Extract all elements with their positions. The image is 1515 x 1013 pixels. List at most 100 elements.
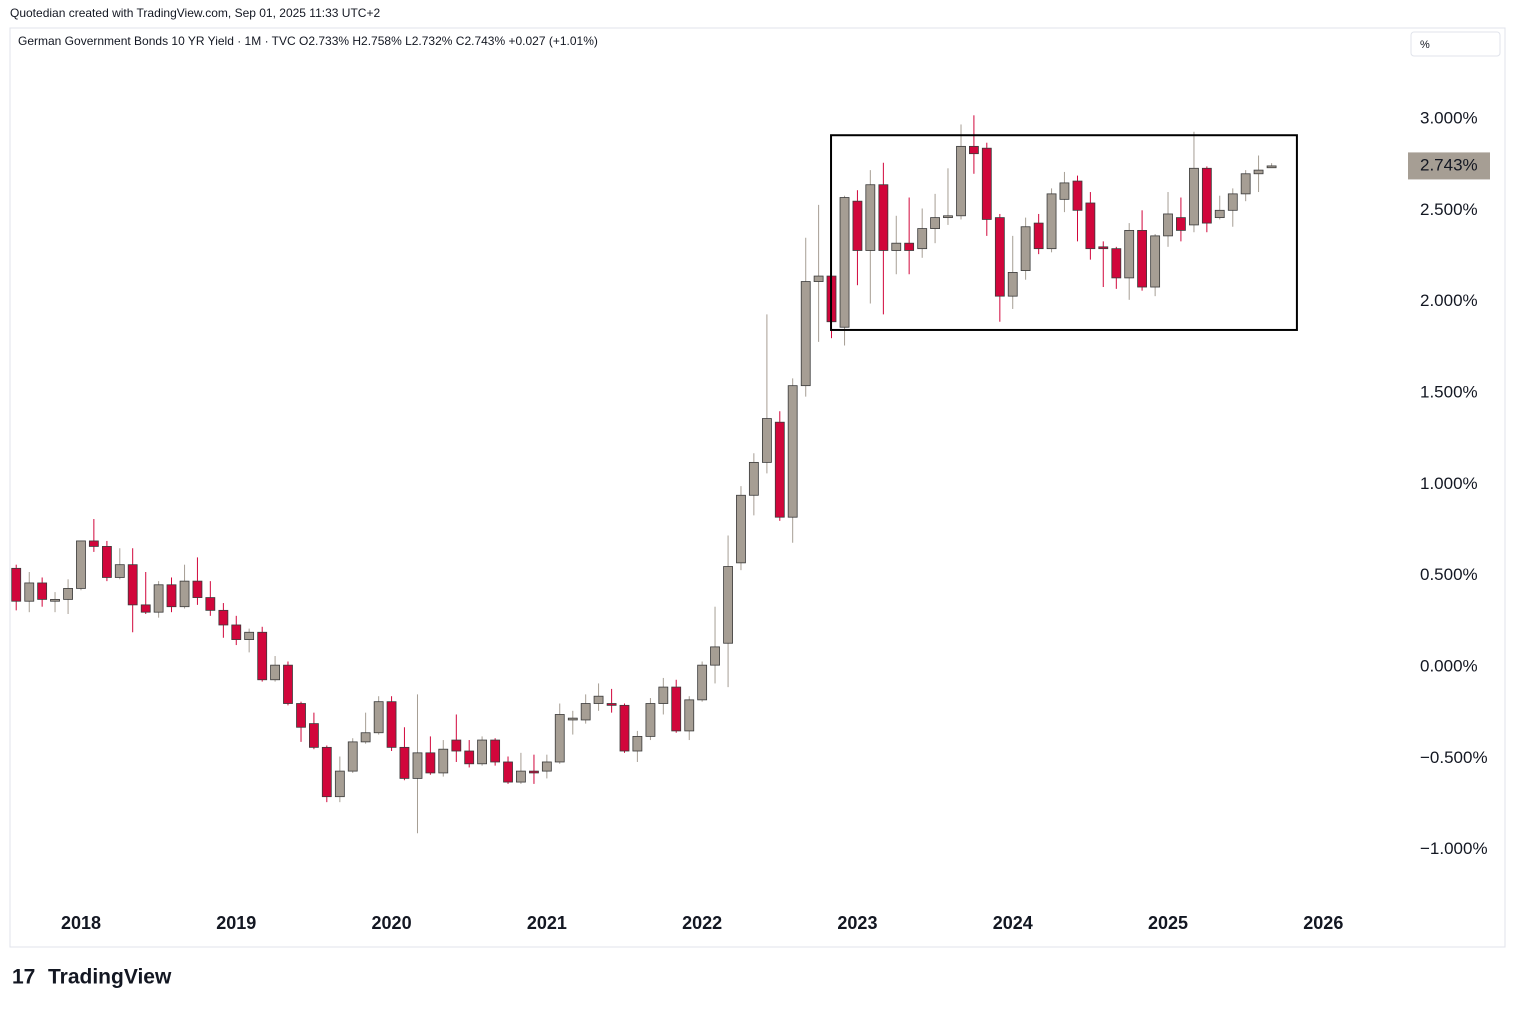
y-tick-label: 3.000% [1420,108,1478,127]
candle-body [386,701,397,748]
candle-body [580,703,591,721]
candle-body [943,215,953,219]
candle-body [1046,193,1057,250]
header: Quotedian created with TradingView.com, … [10,6,380,20]
x-tick-label: 2022 [682,913,722,933]
x-tick-label: 2021 [527,913,567,933]
candle-body [451,739,462,752]
candle-body [1163,213,1173,237]
candle-body [852,200,863,251]
candle-body [529,770,539,774]
candle-body [904,242,915,251]
y-tick-label: 0.000% [1420,656,1478,675]
logo-mark: 17 [12,966,35,989]
x-tick-label: 2019 [216,913,256,933]
candle-body [347,741,358,772]
range-box [830,134,1298,331]
logo-text: TradingView [48,966,172,989]
last-price-tag [1408,152,1490,180]
candle-body [334,770,345,798]
candle-body [166,584,177,608]
candle-body [684,699,695,732]
candle-body [205,597,216,611]
candle-body [37,582,48,600]
candle-body [787,385,798,518]
candle-body [63,588,73,600]
candle-body [76,540,86,589]
candle-body [1111,248,1122,279]
candle-body [425,752,436,774]
x-tick-label: 2025 [1148,913,1188,933]
candle-body [1253,169,1264,175]
y-tick-label: −1.000% [1420,839,1488,858]
y-tick-label: 2.000% [1420,291,1478,310]
candle-body [127,564,138,606]
candle-body [102,546,112,578]
candle-body [88,540,99,547]
candle-body [283,664,293,704]
candle-body [179,580,190,608]
y-tick-label: 1.500% [1420,382,1478,401]
candle-body [761,418,772,463]
candle-body [1124,229,1135,279]
candle-body [1007,272,1018,297]
candle-body [800,281,811,387]
candle-body [309,723,319,748]
candle-body [516,770,526,783]
candle-body [981,147,992,220]
candle-body [1033,222,1044,250]
candle-body [839,197,850,328]
candle-body [192,580,203,598]
candle-body [632,735,643,752]
candle-body [748,461,759,496]
candle-body [1227,193,1238,211]
candle-body [321,746,332,798]
candle-body [930,217,940,229]
candle-body [994,217,1005,297]
candle-body [1189,167,1199,226]
candle-body [1059,182,1070,200]
y-tick-label: 0.500% [1420,565,1478,584]
candle-body [399,746,410,779]
candle-body [541,761,552,772]
candle-body [723,566,733,644]
candle-body [438,748,449,774]
x-tick-label: 2018 [61,913,101,933]
candle-body [593,695,604,704]
candle-body [969,145,979,155]
unit-button[interactable] [1410,31,1501,57]
candle-body [1020,226,1031,271]
unit-button-label: % [1420,39,1430,51]
candle-body [606,703,617,706]
candle-body [231,624,242,640]
candle-body [1098,246,1109,250]
candle-body [1072,180,1083,211]
candle-body [1201,167,1212,224]
candle-body [24,582,35,602]
candle-body [218,609,229,626]
candle-body [50,598,60,602]
x-tick-label: 2023 [837,913,877,933]
candle-body [1137,229,1147,288]
logo: 17 TradingView [12,966,172,989]
candle-body [710,646,720,666]
candle-body [1214,209,1225,219]
candle-body [464,750,475,765]
candle-body [477,739,487,765]
candle-body [270,664,280,681]
candle-body [490,739,501,763]
candle-body [697,664,708,701]
candle-body [865,184,876,251]
candle-body [917,228,928,250]
candle-body [11,567,22,602]
y-tick-label: −0.500% [1420,748,1488,767]
candle-body [153,584,164,613]
candle-body [813,275,824,282]
candle-body [257,631,268,681]
candle-body [244,631,255,640]
x-tick-label: 2020 [372,913,412,933]
candle-body [956,145,966,217]
x-tick-label: 2024 [993,913,1033,933]
candle-body [412,752,423,779]
